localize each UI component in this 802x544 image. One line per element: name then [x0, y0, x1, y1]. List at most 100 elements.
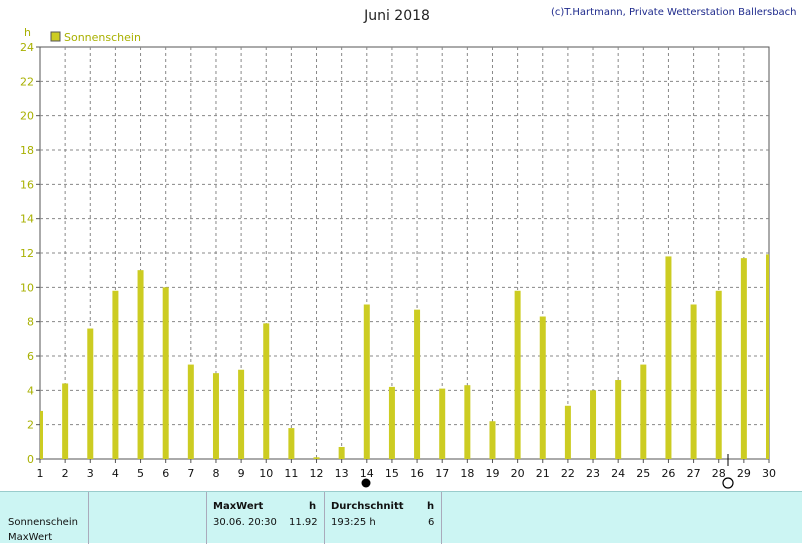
- row-label-maxwert: MaxWert: [8, 532, 53, 543]
- x-tick-label: 8: [212, 467, 219, 480]
- bar: [564, 405, 571, 459]
- y-tick-label: 0: [27, 453, 34, 466]
- x-tick-label: 17: [435, 467, 449, 480]
- avg-count: 6: [428, 517, 435, 528]
- avg-unit: h: [427, 501, 435, 512]
- bar: [464, 385, 471, 459]
- bars: [40, 254, 769, 459]
- summary-label-column: [0, 492, 89, 544]
- summary-max-column: [207, 492, 325, 544]
- y-tick-label: 20: [20, 110, 34, 123]
- x-tick-label: 24: [611, 467, 625, 480]
- y-tick-label: 16: [20, 178, 34, 191]
- x-tick-label: 14: [360, 467, 374, 480]
- bar: [715, 290, 722, 459]
- copyright-text: (c)T.Hartmann, Private Wetterstation Bal…: [551, 7, 797, 18]
- x-tick-labels: 1 2 3 4 5 6 7 8 9 10 11 12 13 14 15 16 17 18 19 20 21 22 23 24 2…: [37, 459, 776, 480]
- x-tick-label: 18: [460, 467, 474, 480]
- max-value: 11.92: [289, 517, 318, 528]
- y-tick-label: 2: [27, 419, 34, 432]
- x-tick-label: 13: [335, 467, 349, 480]
- x-tick-label: 1: [37, 467, 44, 480]
- bar: [263, 323, 270, 459]
- bar: [590, 390, 597, 459]
- bar: [489, 421, 496, 459]
- x-tick-label: 21: [536, 467, 550, 480]
- y-tick-label: 6: [27, 350, 34, 363]
- x-tick-label: 27: [687, 467, 701, 480]
- bar: [137, 270, 144, 459]
- x-tick-label: 2: [62, 467, 69, 480]
- y-tick-label: 12: [20, 247, 34, 260]
- avg-header: Durchschnitt: [331, 501, 404, 512]
- x-tick-label: 16: [410, 467, 424, 480]
- bar: [539, 316, 546, 459]
- max-unit: h: [309, 501, 317, 512]
- legend: Sonnenschein: [50, 31, 141, 44]
- bar: [414, 309, 421, 459]
- bar: [288, 428, 295, 459]
- bar: [388, 386, 395, 459]
- x-tick-label: 28: [712, 467, 726, 480]
- bar: [740, 258, 747, 459]
- bar: [162, 287, 169, 459]
- y-tick-label: 24: [20, 41, 34, 54]
- x-tick-label: 12: [310, 467, 324, 480]
- marker-open: [722, 477, 734, 489]
- summary-panel: Sonnenschein MaxWert MaxWert h 30.06. 20…: [0, 491, 802, 544]
- bar: [187, 364, 194, 459]
- bar: [439, 388, 446, 459]
- y-tick-label: 10: [20, 281, 34, 294]
- y-tick-label: 8: [27, 316, 34, 329]
- bar: [62, 383, 69, 459]
- bar: [112, 290, 119, 459]
- x-tick-label: 6: [162, 467, 169, 480]
- marker-filled: [361, 478, 371, 488]
- sunshine-chart: Juni 2018 (c)T.Hartmann, Private Wetters…: [20, 7, 797, 489]
- bar: [40, 410, 43, 459]
- x-tick-label: 20: [511, 467, 525, 480]
- x-tick-label: 25: [636, 467, 650, 480]
- bar: [640, 364, 647, 459]
- x-tick-label: 19: [485, 467, 499, 480]
- y-tick-label: 14: [20, 213, 34, 226]
- bar: [238, 369, 245, 459]
- x-tick-label: 22: [561, 467, 575, 480]
- x-tick-label: 4: [112, 467, 119, 480]
- legend-swatch: [50, 31, 61, 42]
- x-tick-label: 10: [259, 467, 273, 480]
- x-tick-label: 26: [661, 467, 675, 480]
- y-tick-label: 4: [27, 384, 34, 397]
- y-tick-label: 18: [20, 144, 34, 157]
- chart-title: Juni 2018: [363, 8, 430, 24]
- x-tick-label: 15: [385, 467, 399, 480]
- legend-label: Sonnenschein: [64, 31, 141, 44]
- bar: [665, 256, 672, 459]
- bar: [690, 304, 697, 459]
- x-tick-label: 3: [87, 467, 94, 480]
- max-datetime: 30.06. 20:30: [213, 517, 277, 528]
- row-label-sunshine: Sonnenschein: [8, 517, 78, 528]
- x-tick-label: 29: [737, 467, 751, 480]
- x-tick-label: 11: [284, 467, 298, 480]
- x-tick-label: 23: [586, 467, 600, 480]
- bar: [615, 380, 622, 459]
- summary-avg-column: [325, 492, 442, 544]
- summary-empty-column: [89, 492, 207, 544]
- x-tick-label: 9: [238, 467, 245, 480]
- bar: [87, 328, 94, 459]
- avg-value: 193:25 h: [331, 517, 376, 528]
- bar: [514, 290, 521, 459]
- y-tick-label: 22: [20, 75, 34, 88]
- x-tick-label: 30: [762, 467, 776, 480]
- bar: [766, 254, 769, 459]
- max-header: MaxWert: [213, 501, 264, 512]
- bar: [212, 373, 219, 459]
- bar: [338, 446, 345, 459]
- bar: [313, 457, 320, 459]
- x-tick-label: 7: [187, 467, 194, 480]
- x-tick-label: 5: [137, 467, 144, 480]
- bar: [363, 304, 370, 459]
- y-axis-unit: h: [24, 26, 31, 39]
